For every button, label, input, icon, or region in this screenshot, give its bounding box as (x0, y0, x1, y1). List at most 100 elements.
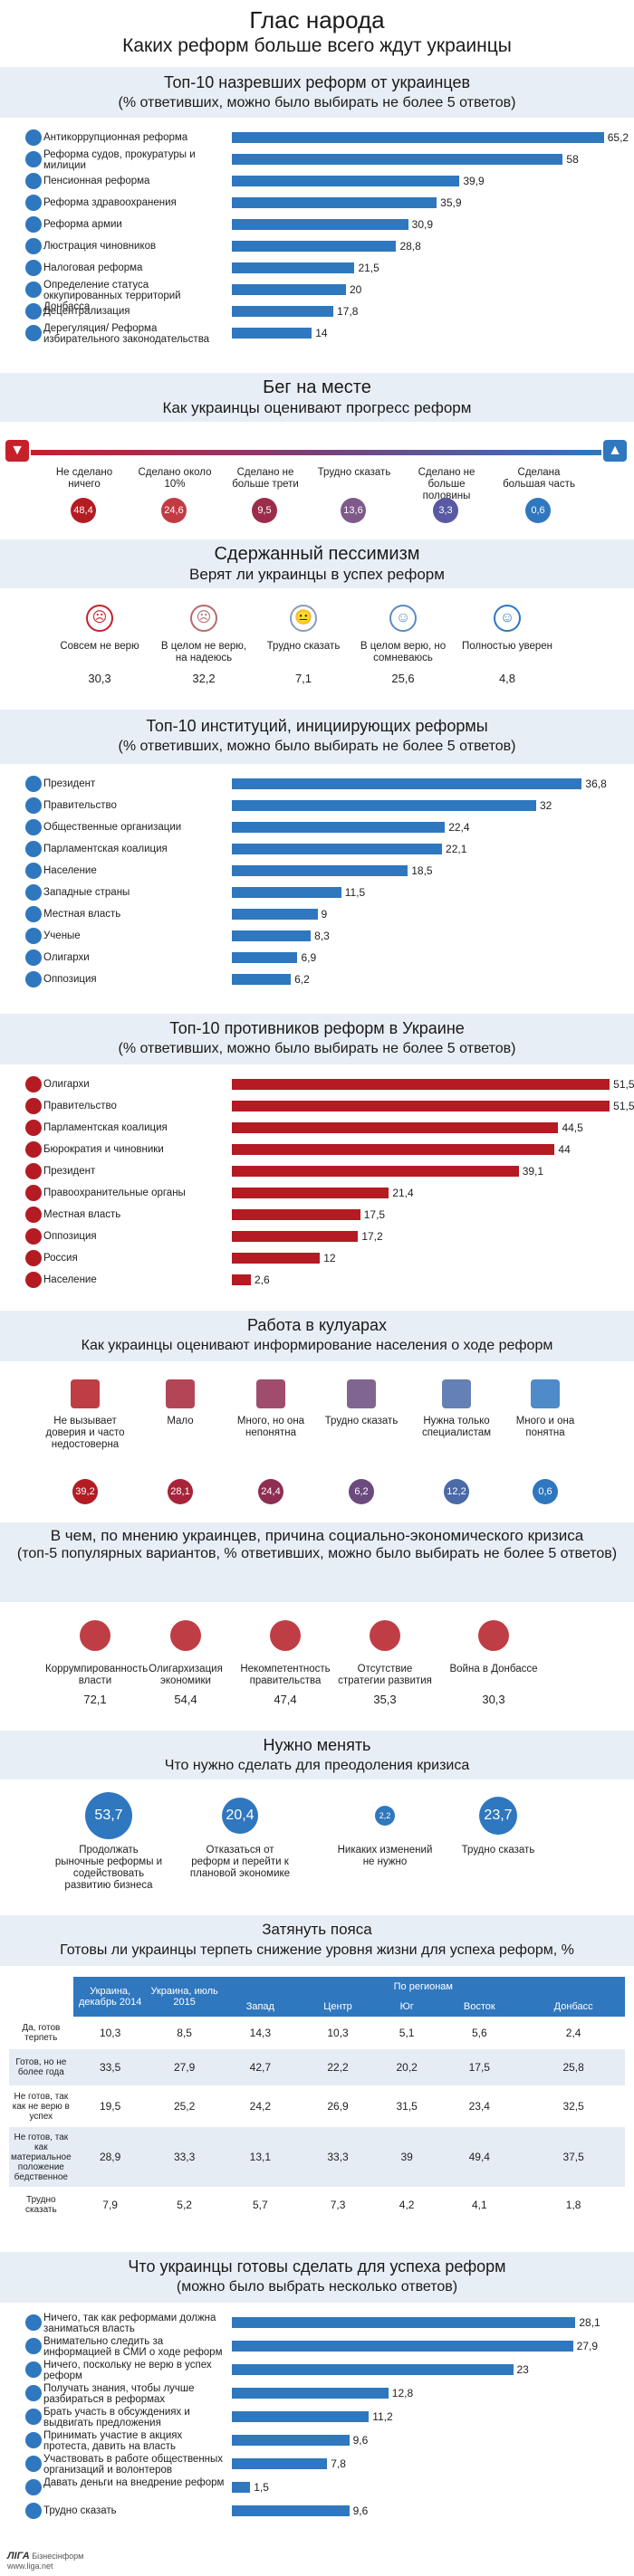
row-label: Не готов, так как материальное положение… (11, 2132, 72, 2182)
newspaper-icon (71, 1379, 100, 1408)
bar-mark (232, 154, 563, 165)
section-header-belief: Сдержанный пессимизм Верят ли украинцы в… (0, 539, 634, 588)
bar-mark (232, 974, 292, 985)
people-icon (25, 863, 42, 879)
table-cell: 39 (400, 2151, 413, 2163)
table-cell: 24,2 (249, 2100, 272, 2113)
specialist-icon (442, 1379, 471, 1408)
bar-mark (232, 2317, 576, 2328)
local-power-icon (25, 1207, 42, 1223)
bar-value: 65,2 (607, 131, 629, 144)
section-title: Сдержанный пессимизм (214, 544, 420, 564)
section-title: Нужно менять (263, 1736, 371, 1754)
money-icon (25, 2479, 42, 2495)
region-header: Юг (377, 1997, 437, 2017)
bar-mark (232, 1079, 610, 1090)
bar-label: Местная власть (43, 909, 121, 920)
bar-mark (232, 1101, 610, 1111)
informing-label: Много и она понятна (515, 1416, 575, 1438)
bar-mark (232, 2458, 328, 2469)
section-header-readiness: Что украинцы готовы сделать для успеха р… (0, 2252, 634, 2303)
table-cell: 2,4 (565, 2027, 581, 2039)
table-cell: 28,9 (99, 2151, 121, 2163)
bar-mark (232, 1144, 555, 1155)
bulb-icon (25, 129, 42, 146)
bar-mark (232, 2364, 514, 2375)
section-header-change: Нужно менять Что нужно сделать для преод… (0, 1731, 634, 1779)
table-row: Не готов, так как материальное положение… (9, 2127, 625, 2187)
bar-value: 9,6 (352, 2504, 369, 2517)
bar-label: Западные страны (43, 887, 130, 898)
section-subtitle: (% ответивших, можно было выбирать не бо… (118, 1041, 516, 1056)
book-icon (25, 2385, 42, 2401)
globe-icon (25, 884, 42, 901)
bar-mark (232, 241, 397, 252)
table-row: Готов, но не более года 33,5 27,9 42,7 22,2 2… (9, 2049, 625, 2085)
bar-value: 28,1 (579, 2316, 600, 2329)
bar-mark (232, 2411, 370, 2422)
bar-mark (232, 1253, 321, 1264)
slight-smile-face-icon: ☺ (389, 605, 417, 632)
crisis-label: Отсутствие стратегии развития (338, 1664, 432, 1686)
bar-label: Олигархи (43, 952, 90, 963)
bar-label: Президент (43, 778, 96, 789)
president-icon (25, 776, 42, 792)
nodes-icon (25, 303, 42, 320)
bar-label: Люстрация чиновников (43, 241, 157, 252)
bar-label: Реформа судов, прокуратуры и милиции (43, 149, 196, 171)
bar-mark (232, 930, 312, 941)
chart-readiness: Ничего, так как реформами должна занимат… (0, 2313, 634, 2534)
bar-value: 6,2 (294, 973, 310, 986)
bar-mark (232, 1231, 359, 1242)
section-header-progress: Бег на месте Как украинцы оценивают прог… (0, 373, 634, 422)
bar-value: 12 (323, 1252, 336, 1264)
chart-reforms: Антикоррупционная реформа 65,2 Реформа суд… (0, 129, 634, 354)
table-cell: 5,1 (399, 2027, 415, 2039)
bar-value: 36,8 (585, 778, 607, 790)
bar-value: 22,1 (446, 843, 467, 855)
opposition-icon (25, 1228, 42, 1245)
table-cell: 4,1 (471, 2199, 487, 2211)
bar-label: Ничего, поскольку не верю в успех реформ (43, 2360, 212, 2381)
bar-value: 21,5 (358, 262, 379, 274)
crisis-label: Коррумпированность власти (45, 1664, 149, 1686)
bar-value: 27,9 (576, 2340, 598, 2352)
bar-value: 20 (350, 283, 362, 296)
bar-label: Дерегуляция/ Реформа избирательного зако… (43, 323, 210, 345)
informing-label: Нужна только специалистам (421, 1416, 492, 1438)
bar-label: Парламентская коалиция (43, 1122, 168, 1133)
table-cell: 23,4 (468, 2100, 490, 2113)
bar-mark (232, 262, 355, 273)
crisis-value: 47,4 (274, 1693, 297, 1706)
bar-label: Правительство (43, 1101, 117, 1111)
scale-bar (31, 450, 601, 455)
belief-value: 30,3 (88, 672, 111, 685)
bar-mark (232, 284, 346, 295)
table-cell: 5,2 (177, 2199, 192, 2211)
progress-circle: 0,6 (525, 498, 551, 523)
informing-circle: 6,2 (349, 1479, 374, 1504)
table-col-header: Украина, июль 2015 (147, 1977, 222, 2017)
bar-label: Парламентская коалиция (43, 844, 168, 854)
region-header: Восток (437, 1997, 523, 2017)
people-icon (25, 1272, 42, 1288)
bar-mark (232, 778, 582, 789)
government-icon (270, 1620, 301, 1651)
table-cell: 32,5 (562, 2100, 584, 2113)
footer-brand2: Бізнесінформ (32, 2552, 84, 2561)
progress-circle: 24,6 (161, 498, 187, 523)
section-title: В чем, по мнению украинцев, причина соци… (50, 1527, 584, 1544)
cannon-icon (478, 1620, 509, 1651)
table-cell: 33,3 (173, 2151, 196, 2163)
crisis-label: Война в Донбассе (449, 1664, 538, 1674)
gavel-icon (25, 151, 42, 167)
bar-value: 11,5 (344, 886, 366, 899)
bar-value: 28,8 (399, 240, 421, 253)
bar-mark (232, 800, 536, 811)
section-title: Топ-10 назревших реформ от украинцев (163, 73, 471, 91)
question-icon (25, 2503, 42, 2519)
progress-circle: 3,3 (433, 498, 458, 523)
strategy-icon (370, 1620, 400, 1651)
bar-mark (232, 865, 408, 876)
oligarch-icon (25, 949, 42, 966)
